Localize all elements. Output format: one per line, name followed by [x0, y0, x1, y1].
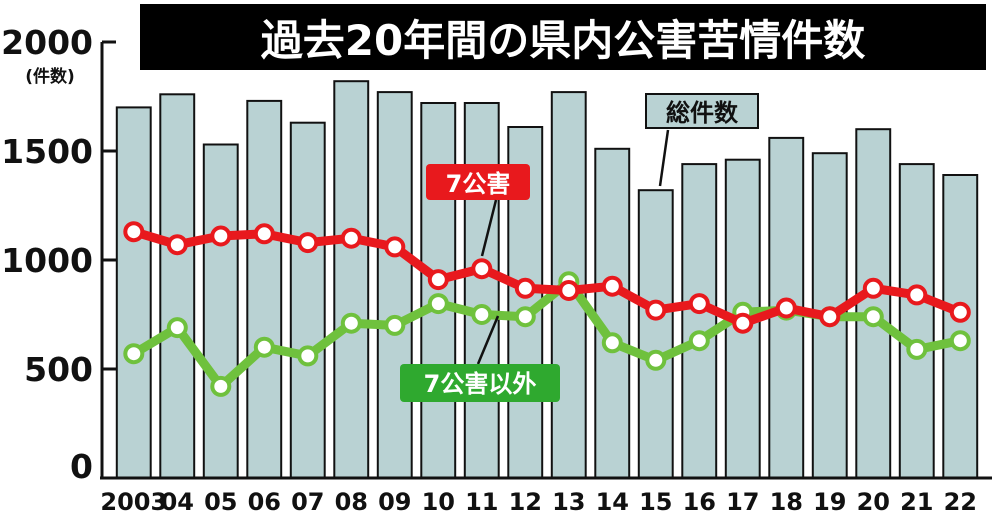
point-04: [166, 234, 188, 256]
x-tick-label: 14: [596, 488, 629, 516]
bar-07: [289, 121, 326, 479]
x-tick-label: 05: [204, 488, 237, 516]
point-13: [558, 280, 580, 301]
point-04: [166, 317, 188, 339]
point-21: [906, 284, 928, 306]
bar-08: [333, 80, 370, 479]
bar-09: [376, 91, 413, 479]
x-tick-label: 21: [900, 488, 933, 516]
x-tick-label: 2003: [100, 488, 167, 516]
point-19: [819, 306, 841, 328]
line-series-7kogai: [123, 221, 971, 334]
point-15: [645, 299, 667, 321]
point-08: [340, 227, 362, 249]
point-10: [427, 293, 449, 315]
y-tick-label: 0: [70, 447, 93, 486]
point-10: [427, 269, 449, 291]
bar-16: [681, 163, 718, 479]
bar-10: [420, 102, 457, 479]
point-17: [732, 312, 754, 334]
point-2003: [123, 343, 145, 365]
bar-14: [594, 147, 631, 480]
label-total: 総件数: [645, 93, 759, 187]
point-09: [384, 236, 406, 258]
line-series: [123, 221, 971, 397]
label-7kogai-text: 7公害: [446, 170, 511, 198]
x-tick-label: 12: [509, 488, 542, 516]
point-06: [253, 223, 275, 245]
x-tick-label: 11: [465, 488, 498, 516]
bar-04: [159, 93, 196, 480]
bar-22: [942, 174, 979, 479]
bar-11: [463, 102, 500, 479]
y-tick-label: 2000: [1, 23, 93, 62]
bar-05: [202, 143, 239, 479]
x-tick-label: 15: [639, 488, 672, 516]
bar-20: [855, 128, 892, 479]
bar-21: [898, 163, 935, 479]
label-7kogai-box: [426, 164, 530, 200]
point-11: [471, 304, 493, 325]
label-7kogai-leader: [480, 199, 498, 257]
point-15: [645, 349, 667, 371]
point-20: [862, 306, 884, 328]
point-22: [949, 301, 971, 323]
bar-15: [637, 189, 674, 479]
x-tick-label: 16: [683, 488, 716, 516]
title-bar: [140, 4, 986, 70]
label-total-leader: [658, 129, 670, 187]
y-tick-label: 500: [24, 350, 93, 389]
x-tick-label: 20: [857, 488, 890, 516]
point-12: [514, 306, 536, 328]
point-18: [775, 297, 797, 319]
label-total-text: 総件数: [666, 99, 739, 127]
label-non-7kogai-text: 7公害以外: [424, 370, 537, 398]
x-tick-label: 04: [161, 488, 194, 516]
label-non-7kogai-box: [400, 364, 560, 402]
point-14: [601, 332, 623, 354]
x-tick-label: 19: [813, 488, 846, 516]
point-2003: [123, 221, 145, 243]
point-16: [688, 330, 710, 352]
x-tick-label: 22: [944, 488, 977, 516]
point-22: [949, 330, 971, 352]
label-total-box: [645, 93, 759, 129]
x-tick-label: 08: [335, 488, 368, 516]
point-06: [253, 336, 275, 358]
chart-title: 過去20年間の県内公害苦情件数: [261, 16, 865, 65]
label-7kogai: 7公害: [426, 164, 530, 257]
label-non-7kogai-leader: [476, 315, 500, 365]
bar-06: [246, 99, 283, 480]
x-tick-label: 13: [552, 488, 585, 516]
point-07: [297, 345, 319, 367]
point-21: [906, 338, 928, 360]
point-20: [862, 277, 884, 299]
x-tick-label: 07: [291, 488, 324, 516]
point-05: [210, 225, 232, 247]
x-tick-label: 17: [726, 488, 759, 516]
point-16: [688, 293, 710, 315]
y-tick-label: 1500: [1, 132, 93, 171]
point-14: [601, 275, 623, 297]
point-07: [297, 232, 319, 254]
y-tick-label: 1000: [1, 241, 93, 280]
point-05: [210, 375, 232, 397]
point-09: [384, 314, 406, 336]
label-non-7kogai: 7公害以外: [400, 315, 560, 402]
x-tick-label: 06: [248, 488, 281, 516]
x-tick-label: 10: [422, 488, 455, 516]
point-12: [514, 277, 536, 299]
y-axis-ticks: 0 500 1000 1500 2000: [1, 23, 116, 486]
y-axis-unit: (件数): [25, 66, 75, 87]
point-08: [340, 312, 362, 334]
point-11: [471, 258, 493, 280]
bar-2003: [115, 106, 152, 480]
x-tick-label: 09: [378, 488, 411, 516]
x-tick-label: 18: [770, 488, 803, 516]
